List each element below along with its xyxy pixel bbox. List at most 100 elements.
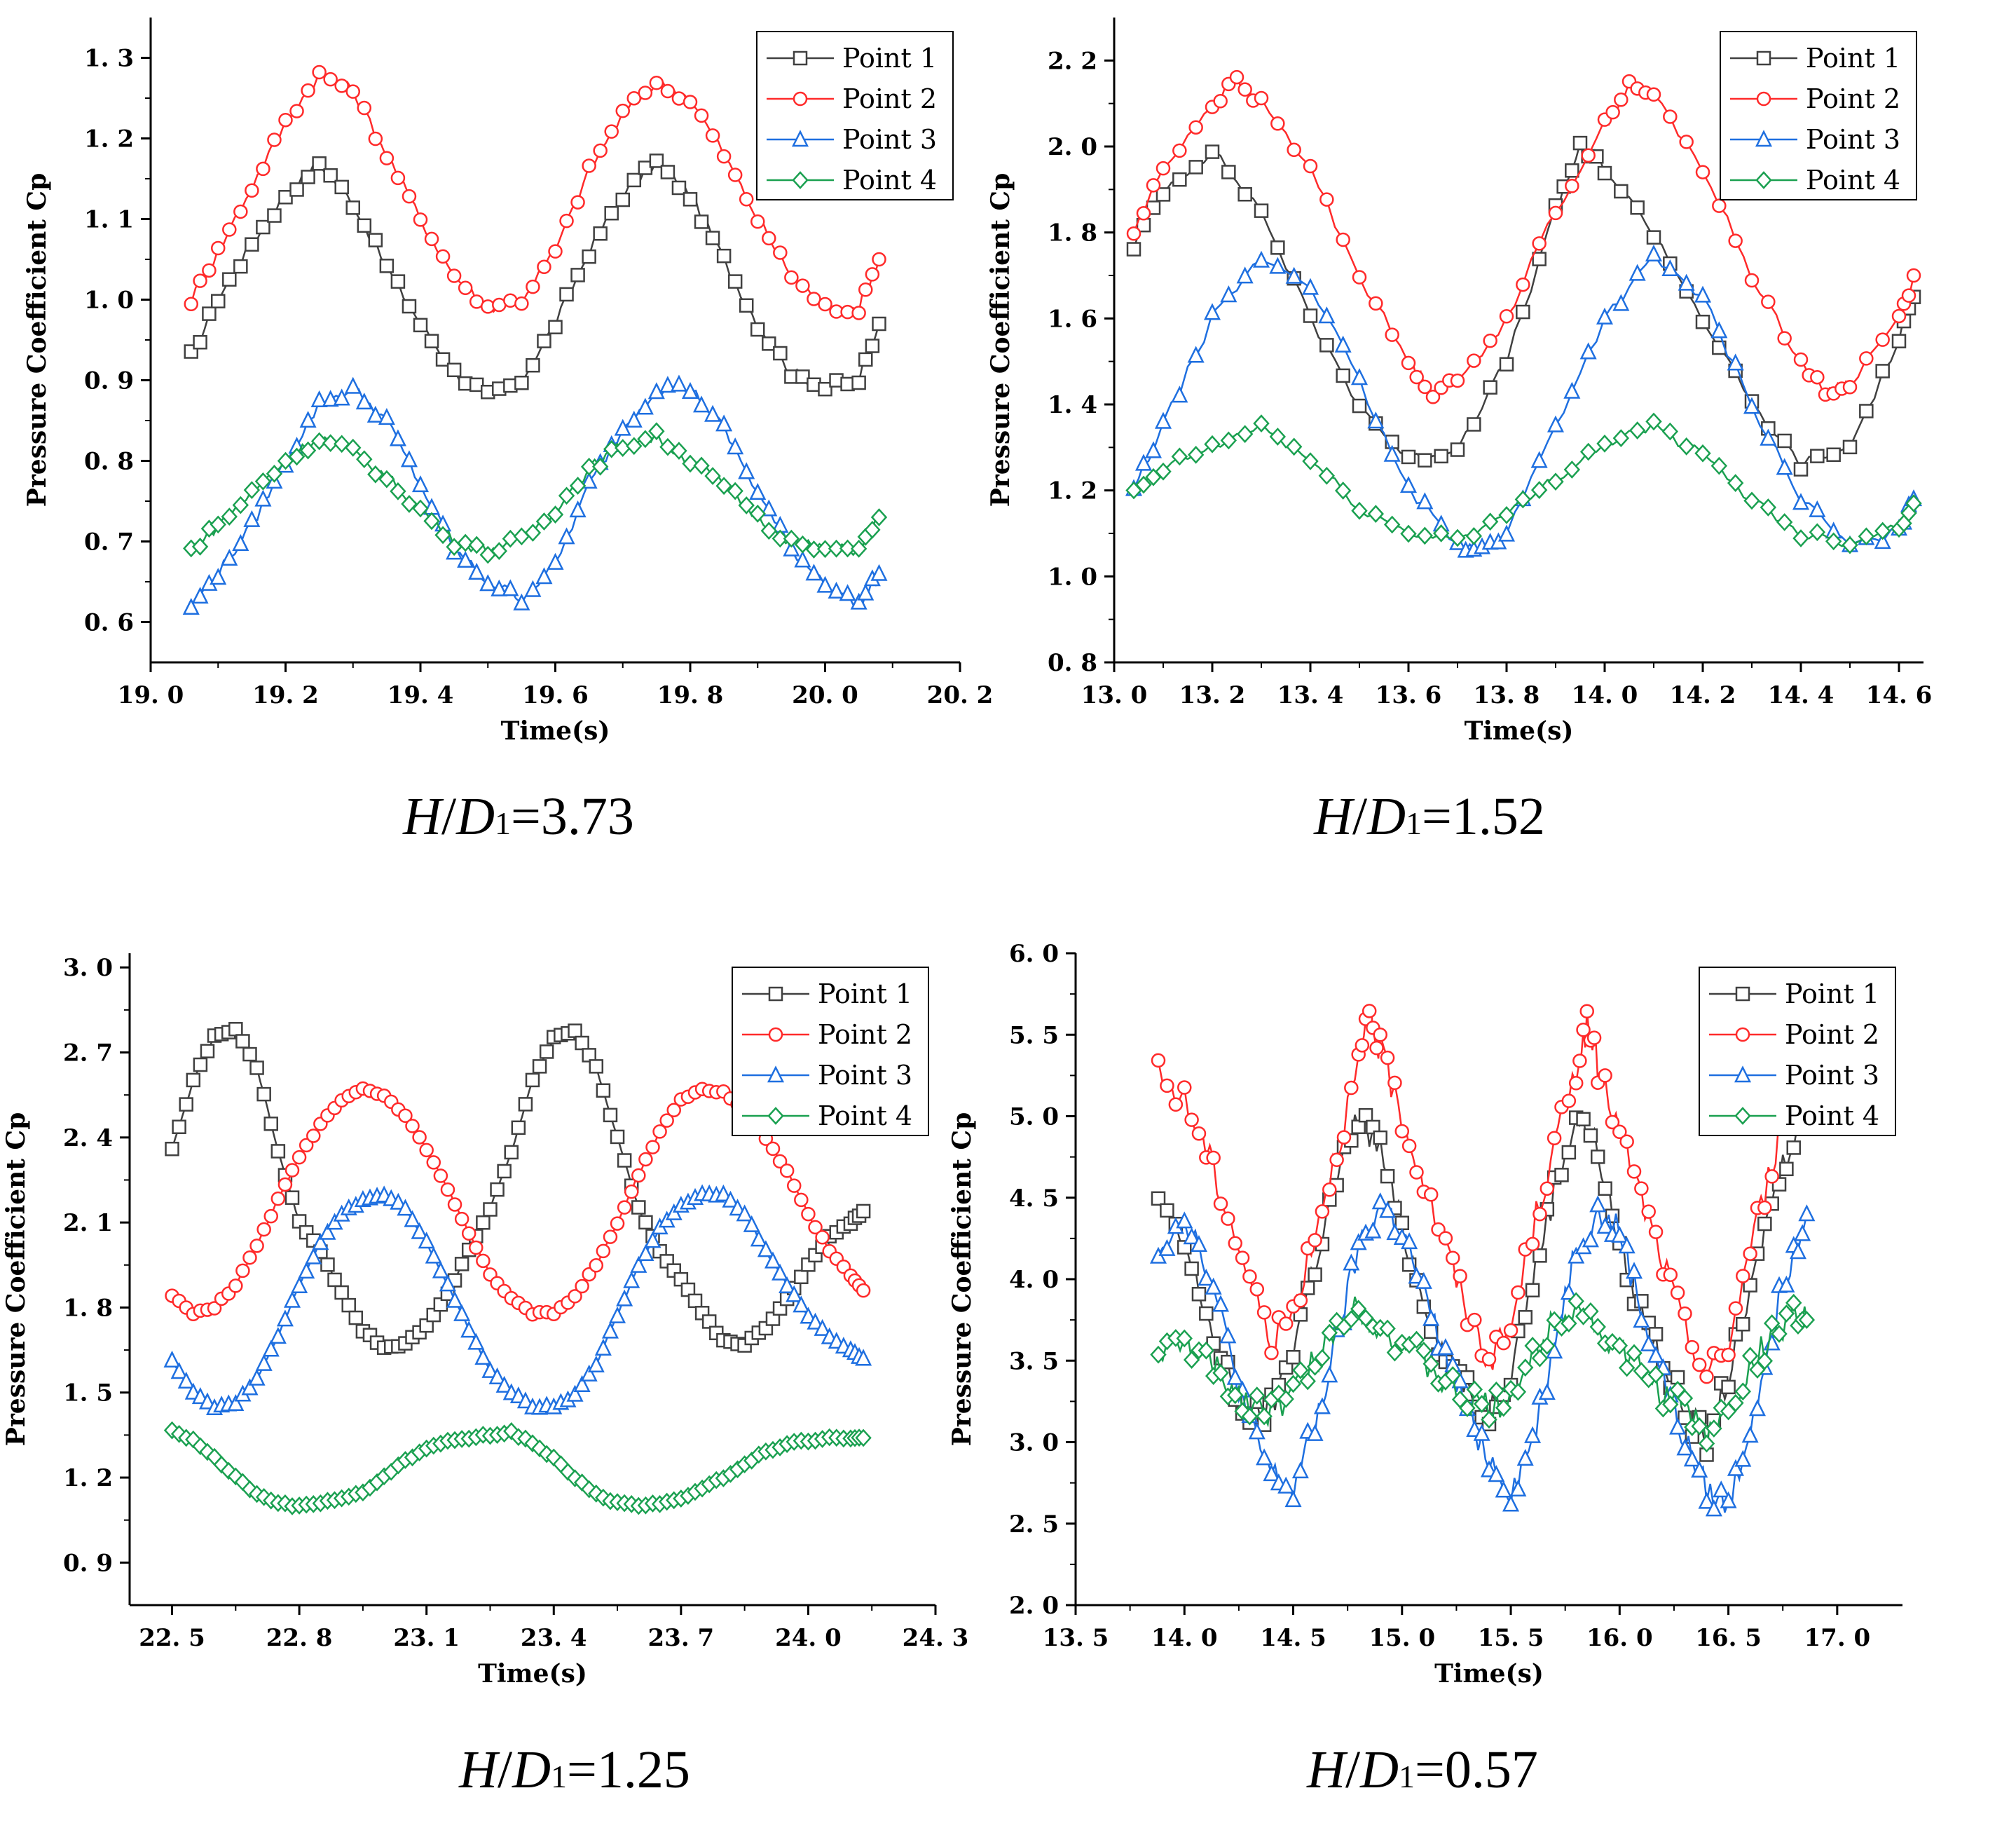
data-point bbox=[1488, 1382, 1505, 1400]
legend: Point 1 Point 2 Point 3 Point 4 bbox=[732, 967, 929, 1136]
data-point bbox=[1277, 1390, 1294, 1408]
data-point bbox=[1695, 314, 1710, 329]
data-point bbox=[683, 192, 698, 207]
data-point bbox=[1154, 411, 1172, 429]
data-point bbox=[715, 414, 733, 432]
data-point bbox=[1495, 1480, 1512, 1498]
y-tick-label: 0. 8 bbox=[1048, 649, 1097, 677]
data-point bbox=[1473, 1395, 1490, 1413]
legend-marker bbox=[793, 50, 808, 66]
data-point bbox=[1582, 1230, 1599, 1248]
x-axis-title: Time(s) bbox=[1465, 716, 1574, 746]
data-point bbox=[1483, 333, 1497, 348]
data-point bbox=[1525, 1283, 1540, 1297]
data-point bbox=[312, 1233, 329, 1250]
data-point bbox=[1572, 1053, 1587, 1068]
x-tick-label: 14. 6 bbox=[1866, 681, 1933, 709]
data-point bbox=[310, 432, 328, 451]
data-point bbox=[1561, 1145, 1577, 1160]
data-point bbox=[1698, 1434, 1715, 1453]
data-point bbox=[1516, 1449, 1534, 1466]
y-tick-label: 4. 0 bbox=[1009, 1266, 1059, 1294]
data-point bbox=[1315, 1204, 1330, 1219]
data-point bbox=[566, 1384, 584, 1402]
data-point bbox=[1373, 1028, 1387, 1042]
data-point bbox=[1176, 1329, 1193, 1348]
data-point bbox=[1761, 294, 1776, 309]
data-point bbox=[851, 375, 866, 390]
data-point bbox=[461, 1226, 476, 1241]
data-point bbox=[1383, 515, 1401, 534]
legend-marker bbox=[1755, 130, 1773, 147]
data-point bbox=[1134, 453, 1153, 471]
legend-label: Point 1 bbox=[842, 43, 937, 74]
data-point bbox=[1256, 1407, 1273, 1426]
data-point bbox=[1678, 1306, 1692, 1321]
data-point bbox=[1269, 428, 1287, 446]
data-point bbox=[1538, 1383, 1556, 1400]
data-point bbox=[815, 1229, 830, 1245]
data-point bbox=[254, 489, 272, 507]
x-tick-label: 19. 0 bbox=[118, 681, 184, 709]
caption-part: D bbox=[512, 1740, 551, 1799]
data-point bbox=[805, 540, 823, 559]
data-point bbox=[291, 1276, 308, 1293]
x-axis-title: Time(s) bbox=[1434, 1659, 1544, 1689]
data-point bbox=[535, 567, 553, 585]
data-point bbox=[645, 1140, 660, 1154]
x-axis-title: Time(s) bbox=[478, 1659, 587, 1689]
data-point bbox=[765, 1141, 781, 1157]
data-point bbox=[1757, 1200, 1772, 1215]
data-point bbox=[749, 482, 767, 500]
data-point bbox=[1760, 498, 1777, 517]
legend-marker bbox=[1735, 1027, 1750, 1042]
data-point bbox=[660, 165, 676, 179]
data-point bbox=[255, 1353, 273, 1371]
data-point bbox=[1188, 120, 1203, 135]
data-point bbox=[1531, 1349, 1549, 1367]
data-point bbox=[479, 574, 497, 592]
y-tick-label: 0. 9 bbox=[63, 1549, 113, 1577]
data-point bbox=[610, 1216, 625, 1231]
data-point bbox=[779, 1276, 796, 1294]
data-point bbox=[222, 272, 237, 287]
data-point bbox=[1583, 1128, 1598, 1143]
y-tick-label: 1. 4 bbox=[1048, 391, 1097, 419]
data-point bbox=[1789, 1242, 1806, 1260]
data-point bbox=[715, 1184, 732, 1201]
data-point bbox=[1278, 1316, 1294, 1331]
y-tick-label: 1. 3 bbox=[84, 45, 134, 73]
data-point bbox=[1394, 1124, 1410, 1139]
data-point bbox=[1379, 1201, 1397, 1218]
data-point bbox=[1596, 435, 1613, 453]
data-point bbox=[1683, 1450, 1701, 1467]
data-point bbox=[727, 274, 743, 289]
data-point bbox=[186, 1072, 201, 1088]
data-point bbox=[1891, 334, 1907, 348]
data-point bbox=[532, 1059, 547, 1074]
data-point bbox=[269, 1327, 287, 1344]
data-point bbox=[1842, 379, 1858, 395]
data-point bbox=[858, 352, 873, 367]
data-point bbox=[457, 550, 474, 568]
data-point bbox=[378, 470, 395, 489]
data-point bbox=[1306, 1424, 1324, 1441]
data-point bbox=[1560, 1283, 1577, 1300]
data-point bbox=[1156, 187, 1171, 202]
data-point bbox=[1618, 1358, 1636, 1377]
data-point bbox=[483, 1202, 498, 1217]
data-point bbox=[1466, 1380, 1483, 1399]
data-point bbox=[467, 1332, 485, 1350]
data-point bbox=[458, 280, 473, 296]
data-point bbox=[254, 472, 272, 491]
x-tick-label: 16. 0 bbox=[1586, 1624, 1653, 1652]
y-axis-title: Pressure Coefficient Cp bbox=[947, 1112, 977, 1447]
data-point bbox=[284, 1163, 300, 1178]
data-point bbox=[1252, 250, 1270, 268]
data-point bbox=[644, 1231, 661, 1248]
data-point bbox=[1453, 1269, 1467, 1283]
data-point bbox=[1743, 491, 1760, 510]
data-point bbox=[1576, 1022, 1591, 1037]
data-point bbox=[1647, 1346, 1665, 1363]
data-point bbox=[200, 1044, 215, 1058]
